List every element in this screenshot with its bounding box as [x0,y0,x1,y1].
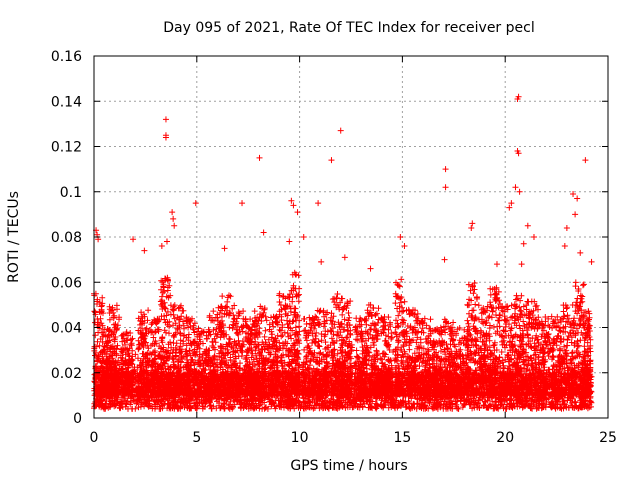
tick-labels: 0 5 10 15 20 25 0 0.02 0.04 0.06 0.08 0.1 0.12 0.14 0.… [51,49,617,446]
data-point [582,157,589,164]
x-tick-label: 0 [90,430,99,446]
data-point [341,254,348,261]
data-point [577,249,584,256]
data-point [506,204,513,211]
plot-frame [93,55,609,419]
data-point [290,202,297,209]
data-point [162,134,169,141]
data-point [170,215,177,222]
data-point [367,265,374,272]
y-tick-label: 0.16 [51,49,82,65]
data-point [588,258,595,265]
data-point [162,116,169,123]
x-axis-label: GPS time / hours [290,458,407,474]
data-point [260,229,267,236]
data-point [288,197,295,204]
data-point [169,209,176,216]
data-point [516,188,523,195]
data-point [442,166,449,173]
x-tick-label: 15 [393,430,411,446]
data-point [337,127,344,134]
y-tick-label: 0.08 [51,230,82,246]
data-point [508,200,515,207]
data-point [192,200,199,207]
data-point [328,157,335,164]
data-point [318,258,325,265]
y-tick-label: 0.14 [51,94,82,110]
y-tick-label: 0 [73,411,82,427]
data-point [512,184,519,191]
data-point [397,234,404,240]
data-point [294,209,301,216]
data-point [524,222,531,229]
noise-floor-points [91,269,595,412]
data-point [515,150,522,157]
data-point [530,234,537,240]
data-point [493,261,500,268]
data-point [563,224,570,231]
data-point [520,240,527,247]
y-tick-label: 0.06 [51,275,82,291]
data-point [158,243,165,250]
data-point [130,236,137,243]
data-point [163,238,170,245]
data-point [286,238,293,245]
data-point [171,222,178,229]
data-point [469,220,476,227]
data-point [141,247,148,254]
data-point [441,256,448,263]
data-point [468,224,475,231]
data-point [574,195,581,202]
x-tick-label: 10 [291,430,309,446]
y-tick-label: 0.02 [51,366,82,382]
data-points [91,93,595,412]
data-point [570,191,577,198]
data-point [561,243,568,250]
data-point [300,234,307,240]
y-tick-label: 0.12 [51,140,82,156]
data-point [572,211,579,218]
data-point [315,200,322,207]
x-tick-label: 20 [496,430,514,446]
data-point [239,200,246,207]
chart-title: Day 095 of 2021, Rate Of TEC Index for r… [163,20,534,36]
data-point [518,261,525,268]
x-tick-label: 25 [599,430,617,446]
y-tick-label: 0.04 [51,321,82,337]
data-point [514,95,521,102]
y-axis-label: ROTI / TECUs [6,191,22,283]
data-point [401,243,408,250]
data-point [442,184,449,191]
y-tick-label: 0.1 [60,185,82,201]
x-tick-label: 5 [192,430,201,446]
data-point [221,245,228,252]
data-point [256,154,263,161]
